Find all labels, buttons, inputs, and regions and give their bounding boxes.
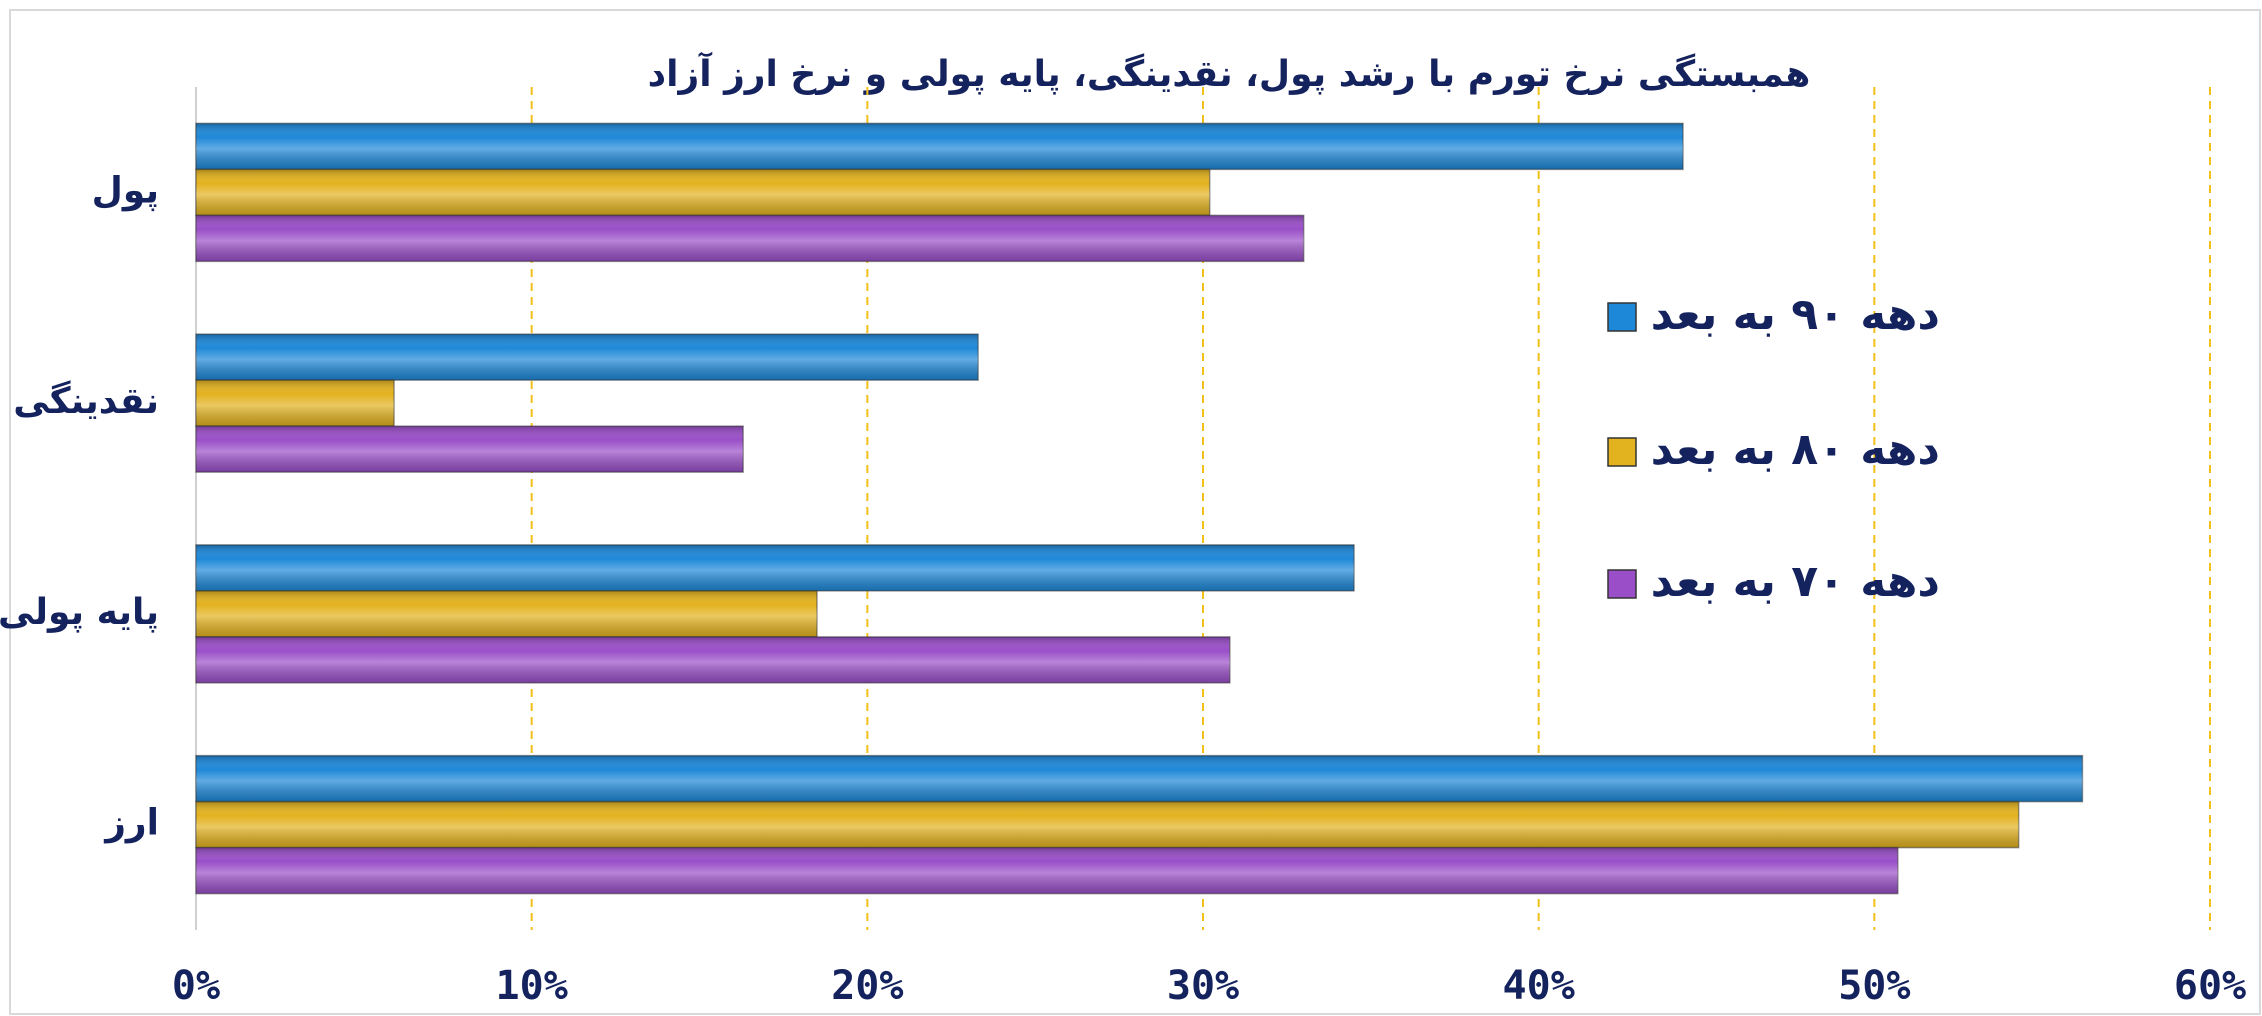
bar-shine bbox=[196, 847, 1898, 894]
chart-title: همبستگی نرخ تورم با رشد پول، نقدینگی، پا… bbox=[648, 51, 1811, 95]
bar-shine bbox=[196, 636, 1230, 683]
chart-border bbox=[9, 9, 2261, 1015]
x-tick-label: 30% bbox=[1167, 963, 1239, 1009]
legend-swatch bbox=[1607, 437, 1637, 467]
y-tick-label: ارز bbox=[103, 803, 159, 844]
x-tick-label: 40% bbox=[1503, 963, 1575, 1009]
y-tick-label: نقدینگی bbox=[13, 380, 159, 422]
x-tick-label: 0% bbox=[172, 963, 220, 1009]
legend-label: دهه ۹۰ به بعد bbox=[1651, 289, 1940, 340]
bar-shine bbox=[196, 169, 1210, 216]
bar-shine bbox=[196, 755, 2083, 802]
bar-shine bbox=[196, 334, 979, 381]
bar-shine bbox=[196, 380, 395, 427]
bar-shine bbox=[196, 123, 1684, 170]
bar-shine bbox=[196, 215, 1304, 262]
legend-label: دهه ۸۰ به بعد bbox=[1651, 424, 1940, 475]
legend-label: دهه ۷۰ به بعد bbox=[1651, 556, 1940, 607]
bar-shine bbox=[196, 426, 744, 473]
legend-swatch bbox=[1607, 569, 1637, 599]
bar-shine bbox=[196, 590, 817, 637]
bar-shine bbox=[196, 544, 1355, 591]
bar-shine bbox=[196, 801, 2019, 848]
x-tick-label: 50% bbox=[1838, 963, 1910, 1009]
y-tick-label: پایه پولی bbox=[0, 592, 159, 633]
legend-swatch bbox=[1607, 302, 1637, 332]
x-tick-label: 60% bbox=[2174, 963, 2246, 1009]
x-tick-label: 20% bbox=[831, 963, 903, 1009]
x-tick-label: 10% bbox=[496, 963, 568, 1009]
y-tick-label: پول bbox=[92, 170, 159, 211]
